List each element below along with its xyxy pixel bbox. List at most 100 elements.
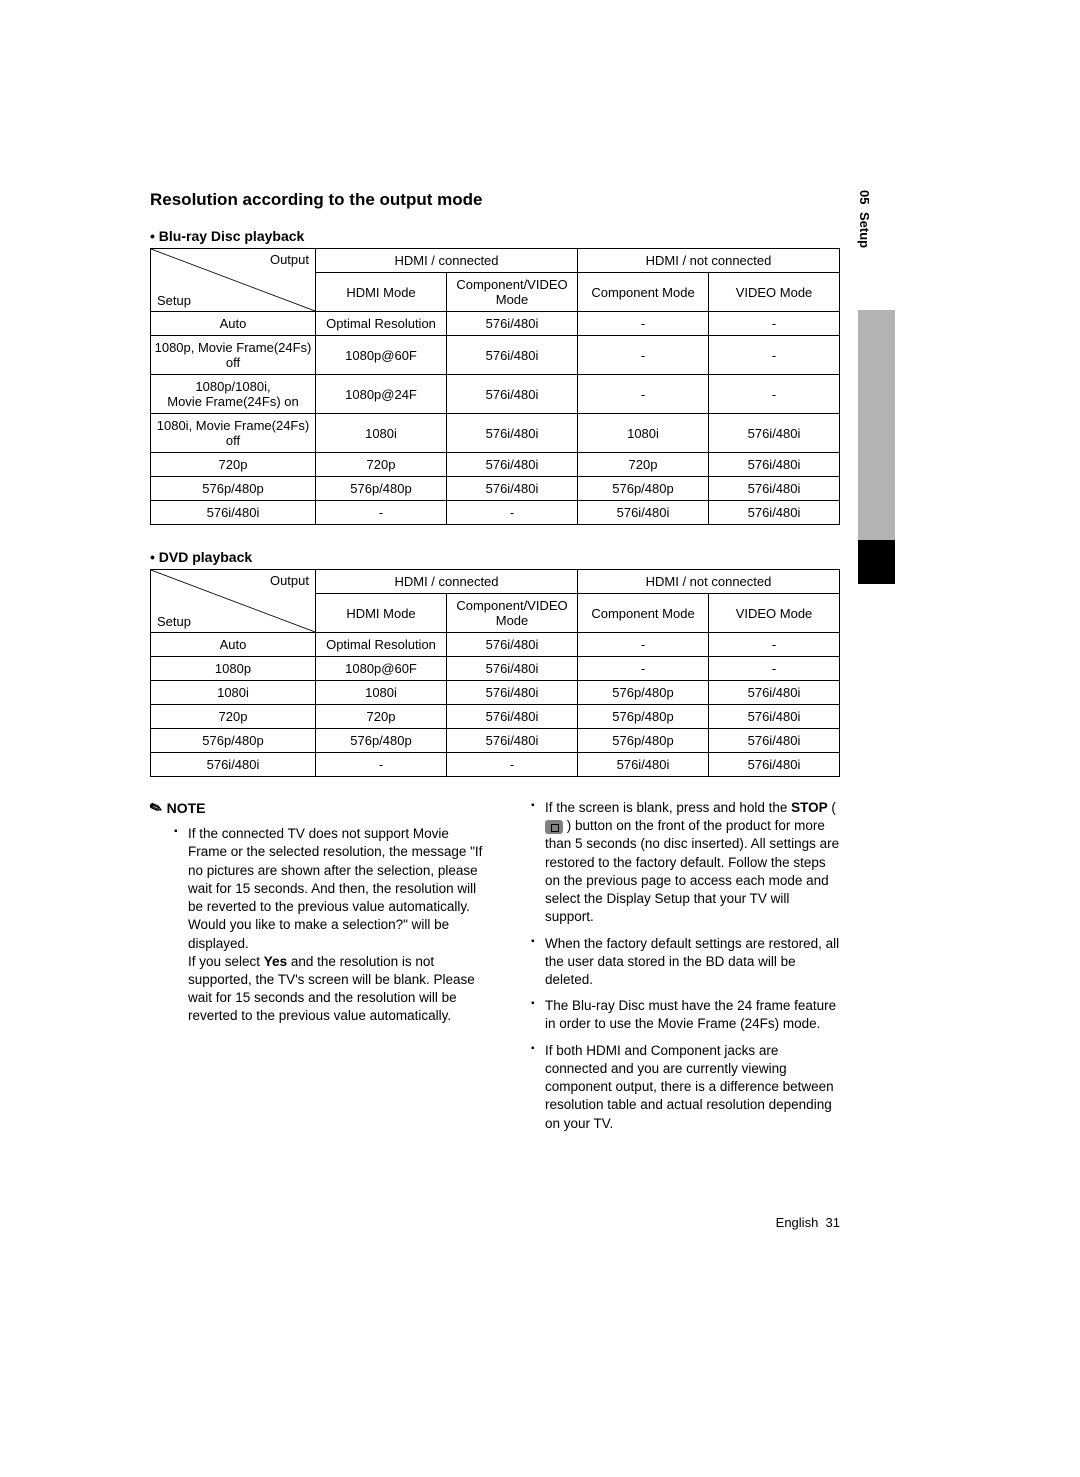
table-row: 720p720p576i/480i720p576i/480i xyxy=(151,453,840,477)
note-text: The Blu-ray Disc must have the 24 frame … xyxy=(545,998,836,1031)
table-row: 1080i, Movie Frame(24Fs) off 1080i576i/48… xyxy=(151,414,840,453)
table-row: 576i/480i--576i/480i576i/480i xyxy=(151,501,840,525)
note-text: If the connected TV does not support Mov… xyxy=(188,826,482,950)
data-cell: 720p xyxy=(316,705,447,729)
data-cell: 576i/480i xyxy=(447,312,578,336)
table-row: 576i/480i--576i/480i576i/480i xyxy=(151,753,840,777)
data-cell: - xyxy=(316,753,447,777)
setup-cell: 1080p, Movie Frame(24Fs) off xyxy=(151,336,316,375)
setup-cell: Auto xyxy=(151,312,316,336)
data-cell: - xyxy=(709,312,840,336)
data-cell: 576i/480i xyxy=(709,477,840,501)
chapter-tab: 05 Setup xyxy=(852,190,872,248)
data-cell: Optimal Resolution xyxy=(316,633,447,657)
data-cell: 576i/480i xyxy=(447,681,578,705)
setup-cell: 1080p xyxy=(151,657,316,681)
table-row: 720p720p576i/480i576p/480p576i/480i xyxy=(151,705,840,729)
data-cell: - xyxy=(447,501,578,525)
note-bold: Yes xyxy=(264,954,287,969)
data-cell: 576p/480p xyxy=(578,477,709,501)
setup-cell: Auto xyxy=(151,633,316,657)
note-bold: STOP xyxy=(791,800,828,815)
data-cell: 1080i xyxy=(316,681,447,705)
table-header: HDMI / connected xyxy=(316,249,578,273)
data-cell: 576i/480i xyxy=(447,336,578,375)
data-cell: - xyxy=(578,657,709,681)
pencil-icon: ✎ xyxy=(147,797,166,820)
corner-setup: Setup xyxy=(157,614,191,629)
table-header: Component/VIDEO Mode xyxy=(447,594,578,633)
note-text: button on the front of the product for m… xyxy=(545,818,839,924)
corner-output: Output xyxy=(270,573,309,588)
note-item: If the screen is blank, press and hold t… xyxy=(531,799,840,927)
setup-cell: 720p xyxy=(151,453,316,477)
corner-output: Output xyxy=(270,252,309,267)
data-cell: - xyxy=(709,657,840,681)
side-black-marker xyxy=(858,540,895,584)
data-cell: 1080p@24F xyxy=(316,375,447,414)
data-cell: 576i/480i xyxy=(447,633,578,657)
data-cell: 1080p@60F xyxy=(316,657,447,681)
data-cell: 576i/480i xyxy=(578,501,709,525)
data-cell: 576p/480p xyxy=(316,729,447,753)
data-cell: 576i/480i xyxy=(447,657,578,681)
table1-label: • Blu-ray Disc playback xyxy=(150,228,840,244)
setup-cell: 576p/480p xyxy=(151,729,316,753)
note-text: If the screen is blank, press and hold t… xyxy=(545,800,791,815)
setup-cell: 1080i, Movie Frame(24Fs) off xyxy=(151,414,316,453)
data-cell: Optimal Resolution xyxy=(316,312,447,336)
table-header: HDMI / not connected xyxy=(578,249,840,273)
data-cell: 576i/480i xyxy=(709,681,840,705)
table-row: 576p/480p576p/480p576i/480i576p/480p576i… xyxy=(151,729,840,753)
data-cell: 576i/480i xyxy=(447,414,578,453)
data-cell: 576i/480i xyxy=(709,453,840,477)
note-item: If the connected TV does not support Mov… xyxy=(174,825,483,1025)
note-heading-text: NOTE xyxy=(167,800,206,816)
table-row: AutoOptimal Resolution576i/480i-- xyxy=(151,633,840,657)
dvd-table: Output Setup HDMI / connected HDMI / not… xyxy=(150,569,840,777)
data-cell: - xyxy=(316,501,447,525)
setup-cell: 1080i xyxy=(151,681,316,705)
data-cell: 576p/480p xyxy=(578,705,709,729)
table-header: Component Mode xyxy=(578,594,709,633)
data-cell: 720p xyxy=(578,453,709,477)
note-item: The Blu-ray Disc must have the 24 frame … xyxy=(531,997,840,1033)
notes-section: ✎NOTE If the connected TV does not suppo… xyxy=(150,799,840,1141)
page-footer: English 31 xyxy=(150,1215,840,1230)
bluray-table: Output Setup HDMI / connected HDMI / not… xyxy=(150,248,840,525)
note-text: When the factory default settings are re… xyxy=(545,936,839,987)
data-cell: - xyxy=(578,336,709,375)
data-cell: 576p/480p xyxy=(578,681,709,705)
data-cell: - xyxy=(578,375,709,414)
table-header: HDMI Mode xyxy=(316,594,447,633)
setup-cell: 1080p/1080i, Movie Frame(24Fs) on xyxy=(151,375,316,414)
corner-setup: Setup xyxy=(157,293,191,308)
note-item: If both HDMI and Component jacks are con… xyxy=(531,1042,840,1133)
data-cell: 576i/480i xyxy=(578,753,709,777)
data-cell: 576i/480i xyxy=(709,501,840,525)
table-row: 1080p, Movie Frame(24Fs) off1080p@60F576… xyxy=(151,336,840,375)
data-cell: 1080i xyxy=(578,414,709,453)
table-header: HDMI / not connected xyxy=(578,570,840,594)
data-cell: - xyxy=(578,633,709,657)
table-row: 576p/480p576p/480p576i/480i576p/480p576i… xyxy=(151,477,840,501)
table2-label: • DVD playback xyxy=(150,549,840,565)
data-cell: 576i/480i xyxy=(709,753,840,777)
data-cell: - xyxy=(709,633,840,657)
data-cell: 720p xyxy=(316,453,447,477)
data-cell: - xyxy=(709,375,840,414)
data-cell: - xyxy=(578,312,709,336)
data-cell: - xyxy=(709,336,840,375)
table-header: VIDEO Mode xyxy=(709,273,840,312)
table-row: 1080p/1080i, Movie Frame(24Fs) on1080p@2… xyxy=(151,375,840,414)
data-cell: 576i/480i xyxy=(447,729,578,753)
setup-cell: 576p/480p xyxy=(151,477,316,501)
data-cell: 576i/480i xyxy=(709,729,840,753)
data-cell: - xyxy=(447,753,578,777)
chapter-number: 05 xyxy=(857,190,872,204)
data-cell: 576i/480i xyxy=(447,477,578,501)
table-row: 1080i1080i576i/480i576p/480p576i/480i xyxy=(151,681,840,705)
setup-cell: 576i/480i xyxy=(151,501,316,525)
side-gray-bar xyxy=(858,310,895,540)
table-row: 1080p1080p@60F576i/480i-- xyxy=(151,657,840,681)
